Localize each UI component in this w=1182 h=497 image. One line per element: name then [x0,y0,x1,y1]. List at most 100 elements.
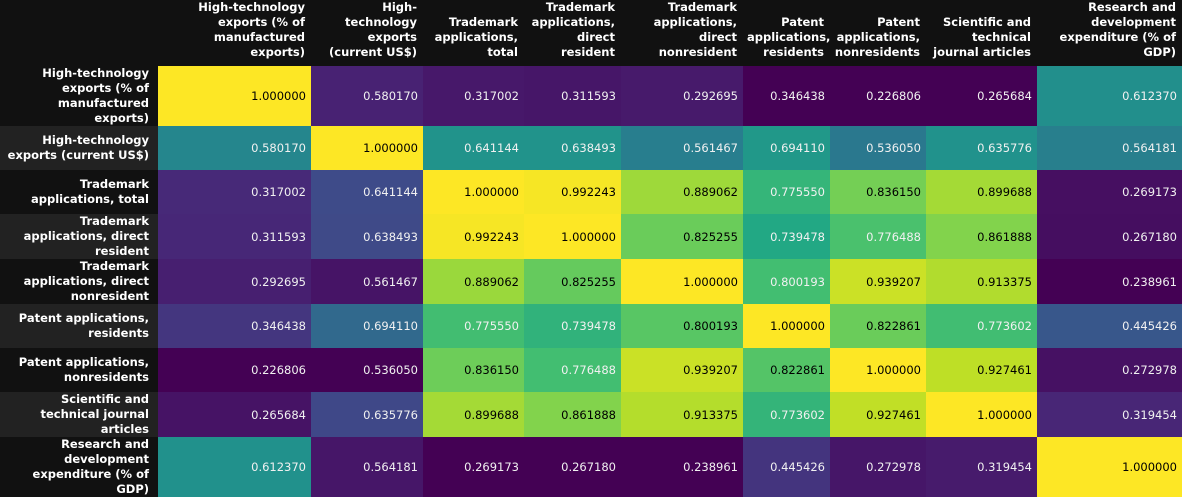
row-header-trademark-applications-direct-resident: Trademark applications, direct resident [0,214,158,259]
heatmap-cell: 0.889062 [423,259,524,304]
row-header-patent-applications-nonresidents: Patent applications, nonresidents [0,348,158,392]
heatmap-cell: 0.939207 [830,259,926,304]
heatmap-cell: 0.564181 [1037,126,1182,170]
heatmap-cell: 1.000000 [621,259,743,304]
heatmap-cell: 1.000000 [926,392,1037,437]
heatmap-cell: 0.346438 [743,66,830,126]
heatmap-cell: 0.889062 [621,170,743,214]
heatmap-cell: 1.000000 [743,304,830,348]
heatmap-cell: 0.641144 [311,170,423,214]
heatmap-cell: 0.836150 [423,348,524,392]
heatmap-cell: 0.776488 [524,348,621,392]
heatmap-cell: 1.000000 [158,66,311,126]
heatmap-cell: 0.311593 [158,214,311,259]
heatmap-cell: 1.000000 [1037,437,1182,497]
heatmap-cell: 0.694110 [743,126,830,170]
corner-cell [0,0,158,66]
heatmap-cell: 0.822861 [830,304,926,348]
table-row: Scientific and technical journal article… [0,392,1182,437]
heatmap-cell: 0.638493 [311,214,423,259]
heatmap-cell: 0.822861 [743,348,830,392]
heatmap-cell: 0.635776 [926,126,1037,170]
heatmap-cell: 0.825255 [524,259,621,304]
heatmap-cell: 0.536050 [311,348,423,392]
row-header-scientific-and-technical-journal-articles: Scientific and technical journal article… [0,392,158,437]
heatmap-cell: 0.292695 [158,259,311,304]
heatmap-cell: 1.000000 [830,348,926,392]
table-row: Trademark applications, direct nonreside… [0,259,1182,304]
heatmap-cell: 0.536050 [830,126,926,170]
heatmap-cell: 0.265684 [926,66,1037,126]
header-row: High-technology exports (% of manufactur… [0,0,1182,66]
heatmap-cell: 0.773602 [926,304,1037,348]
heatmap-cell: 1.000000 [311,126,423,170]
heatmap-cell: 0.561467 [311,259,423,304]
heatmap-cell: 0.739478 [743,214,830,259]
heatmap-cell: 0.775550 [423,304,524,348]
heatmap-cell: 0.292695 [621,66,743,126]
heatmap-cell: 0.226806 [830,66,926,126]
heatmap-cell: 0.638493 [524,126,621,170]
heatmap-cell: 0.238961 [621,437,743,497]
heatmap-cell: 0.580170 [158,126,311,170]
heatmap-cell: 0.226806 [158,348,311,392]
heatmap-cell: 0.269173 [423,437,524,497]
heatmap-cell: 0.580170 [311,66,423,126]
heatmap-cell: 0.739478 [524,304,621,348]
heatmap-cell: 0.272978 [1037,348,1182,392]
heatmap-cell: 0.346438 [158,304,311,348]
heatmap-cell: 0.913375 [621,392,743,437]
heatmap-cell: 0.641144 [423,126,524,170]
heatmap-cell: 0.238961 [1037,259,1182,304]
heatmap-cell: 0.825255 [621,214,743,259]
heatmap-cell: 0.612370 [158,437,311,497]
table-row: Patent applications, nonresidents 0.22680… [0,348,1182,392]
column-header-research-and-development-expenditure-of-gdp: Research and development expenditure (% … [1037,0,1182,66]
column-header-scientific-and-technical-journal-articles: Scientific and technical journal article… [926,0,1037,66]
heatmap-cell: 0.776488 [830,214,926,259]
heatmap-cell: 0.836150 [830,170,926,214]
heatmap-cell: 0.319454 [926,437,1037,497]
table-row: Research and development expenditure (% … [0,437,1182,497]
heatmap-cell: 0.267180 [524,437,621,497]
heatmap-cell: 0.800193 [743,259,830,304]
column-header-high-technology-exports-current-us: High-technology exports (current US$) [311,0,423,66]
column-header-trademark-applications-direct-resident: Trademark applications, direct resident [524,0,621,66]
row-header-trademark-applications-direct-nonresident: Trademark applications, direct nonreside… [0,259,158,304]
heatmap-cell: 0.445426 [1037,304,1182,348]
heatmap-cell: 0.311593 [524,66,621,126]
heatmap-cell: 0.267180 [1037,214,1182,259]
heatmap-cell: 0.319454 [1037,392,1182,437]
heatmap-cell: 0.265684 [158,392,311,437]
heatmap-cell: 0.927461 [926,348,1037,392]
heatmap-cell: 0.317002 [423,66,524,126]
heatmap-cell: 0.775550 [743,170,830,214]
table-row: Trademark applications, total 0.317002 0.6… [0,170,1182,214]
heatmap-cell: 1.000000 [423,170,524,214]
column-header-trademark-applications-direct-nonresident: Trademark applications, direct nonreside… [621,0,743,66]
table-row: High-technology exports (current US$) 0.5… [0,126,1182,170]
table-row: High-technology exports (% of manufactur… [0,66,1182,126]
table-row: Trademark applications, direct resident 0… [0,214,1182,259]
heatmap-cell: 0.694110 [311,304,423,348]
heatmap-cell: 0.317002 [158,170,311,214]
heatmap-cell: 0.913375 [926,259,1037,304]
heatmap-cell: 0.564181 [311,437,423,497]
column-header-high-technology-exports-of-manufactured-exports: High-technology exports (% of manufactur… [158,0,311,66]
heatmap-cell: 0.861888 [926,214,1037,259]
heatmap-cell: 0.773602 [743,392,830,437]
row-header-high-technology-exports-current-us: High-technology exports (current US$) [0,126,158,170]
row-header-research-and-development-expenditure-of-gdp: Research and development expenditure (% … [0,437,158,497]
heatmap-cell: 0.899688 [926,170,1037,214]
heatmap-cell: 0.561467 [621,126,743,170]
heatmap-cell: 0.992243 [524,170,621,214]
column-header-patent-applications-residents: Patent applications, residents [743,0,830,66]
table-body: High-technology exports (% of manufactur… [0,66,1182,497]
row-header-trademark-applications-total: Trademark applications, total [0,170,158,214]
row-header-patent-applications-residents: Patent applications, residents [0,304,158,348]
heatmap-cell: 0.800193 [621,304,743,348]
heatmap-cell: 0.861888 [524,392,621,437]
heatmap-cell: 0.445426 [743,437,830,497]
heatmap-cell: 1.000000 [524,214,621,259]
